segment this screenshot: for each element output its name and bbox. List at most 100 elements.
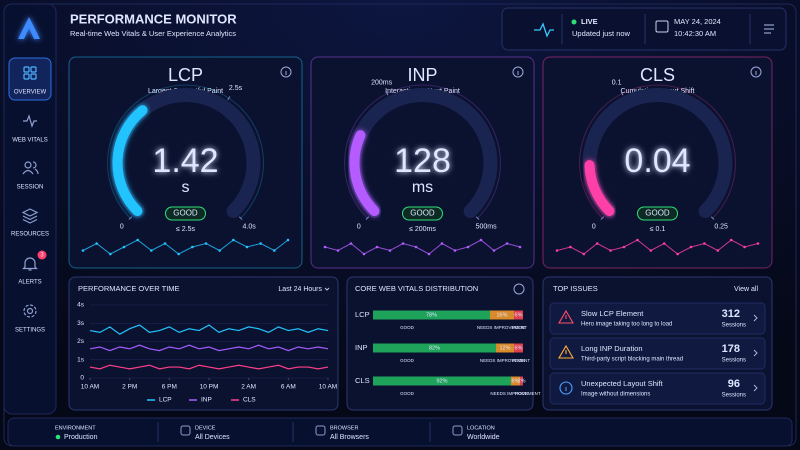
sparkline-dot xyxy=(479,238,483,242)
legend-label: LCP xyxy=(159,397,172,404)
sparkline xyxy=(556,239,759,255)
segment-label: 2% xyxy=(518,378,526,384)
footer-label: ENVIRONMENT xyxy=(55,425,96,431)
nav-label[interactable]: OVERVIEW xyxy=(14,90,47,96)
gauge-tick-label: 0.1 xyxy=(612,80,622,87)
legend-label: INP xyxy=(201,397,212,404)
column-label: GOOD xyxy=(400,391,415,396)
sparkline-dot xyxy=(743,245,746,249)
x-tick-label: 6 PM xyxy=(162,384,177,391)
gauge-outer-ring xyxy=(344,84,501,219)
sparkline-dot xyxy=(649,249,653,252)
distribution-segment xyxy=(496,343,514,353)
nav-label[interactable]: ALERTS xyxy=(18,280,41,286)
updated-text: Updated just now xyxy=(572,29,631,38)
sparkline xyxy=(82,239,289,255)
issues-title: TOP ISSUES xyxy=(553,284,598,293)
logo xyxy=(18,17,40,39)
y-tick-label: 3s xyxy=(77,320,85,327)
distribution-segment xyxy=(520,376,523,386)
sparkline-dot xyxy=(569,245,572,249)
issue-row[interactable] xyxy=(549,372,766,405)
performance-panel xyxy=(68,276,339,411)
sparkline-dot xyxy=(273,249,276,252)
sparkline-dot xyxy=(136,238,139,242)
footer-value: Worldwide xyxy=(467,434,500,441)
app-subtitle: Real-time Web Vitals & User Experience A… xyxy=(70,29,236,38)
issue-count: 96 xyxy=(728,378,740,390)
gauge-tick-label: 0 xyxy=(357,223,361,230)
footer-label: LOCATION xyxy=(467,425,495,431)
gauge-value: 1.42 xyxy=(152,142,218,180)
footer-label: BROWSER xyxy=(330,425,358,431)
sparkline-dot xyxy=(349,242,353,245)
calendar-icon xyxy=(655,20,669,33)
footer-bar xyxy=(7,417,793,447)
alert-badge xyxy=(37,250,47,260)
distribution-segment xyxy=(373,310,490,320)
sparkline-dot xyxy=(362,252,366,256)
sparkline-dot xyxy=(636,238,639,242)
sparkline-dot xyxy=(555,249,559,252)
range-dropdown[interactable]: Last 24 Hours xyxy=(278,286,322,293)
issue-icon xyxy=(558,309,574,324)
nav-label[interactable]: RESOURCES xyxy=(11,232,49,238)
gauge-tick-label: 4.0s xyxy=(243,223,257,230)
sparkline-dot xyxy=(414,245,418,249)
menu-button[interactable] xyxy=(764,24,774,34)
alert-badge-count: 3 xyxy=(40,253,44,259)
distribution-segment xyxy=(373,343,496,353)
sparkline-dot xyxy=(336,249,340,252)
sparkline-dot xyxy=(505,242,509,245)
nav-label[interactable]: SESSION xyxy=(17,185,44,191)
segment-label: 6% xyxy=(515,345,523,351)
threshold: ≤ 200ms xyxy=(409,226,436,233)
chevron xyxy=(753,349,758,357)
x-tick-label: 10 AM xyxy=(319,384,337,391)
column-label: POOR xyxy=(512,325,526,330)
sparkline-dot xyxy=(218,249,221,252)
footer-label: DEVICE xyxy=(195,425,216,431)
issue-row[interactable] xyxy=(549,302,766,335)
sparkline-dot xyxy=(259,242,262,245)
sparkline-dot xyxy=(388,249,392,252)
view-all-link[interactable]: View all xyxy=(734,286,758,293)
distribution-segment xyxy=(490,310,514,320)
issue-icon xyxy=(559,381,573,395)
nav-icon xyxy=(23,304,37,318)
status-pill xyxy=(637,206,678,221)
column-label: NEEDS IMPROVEMENT xyxy=(490,391,541,396)
segment-label: 6% xyxy=(512,378,520,384)
column-label: GOOD xyxy=(400,358,415,363)
sparkline-dot xyxy=(609,249,612,252)
sparkline-dot xyxy=(729,238,733,242)
info-button[interactable] xyxy=(512,66,524,78)
issue-description: Third-party script blocking main thread xyxy=(581,357,683,363)
segment-label: 92% xyxy=(436,378,447,384)
info-button[interactable] xyxy=(280,66,292,78)
issue-row[interactable] xyxy=(549,337,766,370)
info-button[interactable] xyxy=(750,66,762,78)
sparkline-dot xyxy=(518,245,522,249)
nav-icon xyxy=(23,66,30,73)
x-tick-label: 2 AM xyxy=(241,384,256,391)
info-button[interactable] xyxy=(513,283,525,295)
sparkline-dot xyxy=(427,252,431,256)
time: 10:42:30 AM xyxy=(674,29,716,38)
line-series xyxy=(89,364,329,370)
sparkline-dot xyxy=(676,252,679,256)
app-title: PERFORMANCE MONITOR xyxy=(70,11,237,26)
sparkline-dot xyxy=(95,242,98,245)
nav-label[interactable]: SETTINGS xyxy=(15,328,45,334)
sparkline-dot xyxy=(582,252,586,256)
nav-label[interactable]: WEB VITALS xyxy=(12,138,48,144)
sparkline-dot xyxy=(466,245,470,249)
gauge-outer-ring xyxy=(107,84,264,219)
y-tick-label: 0 xyxy=(80,375,84,382)
gauge-tick xyxy=(475,216,480,220)
nav-icon xyxy=(23,114,37,128)
footer-value: Production xyxy=(64,434,98,441)
footer-value: All Browsers xyxy=(330,434,369,441)
sparkline-dot xyxy=(323,245,327,249)
issue-count-label: Sessions xyxy=(722,358,746,364)
